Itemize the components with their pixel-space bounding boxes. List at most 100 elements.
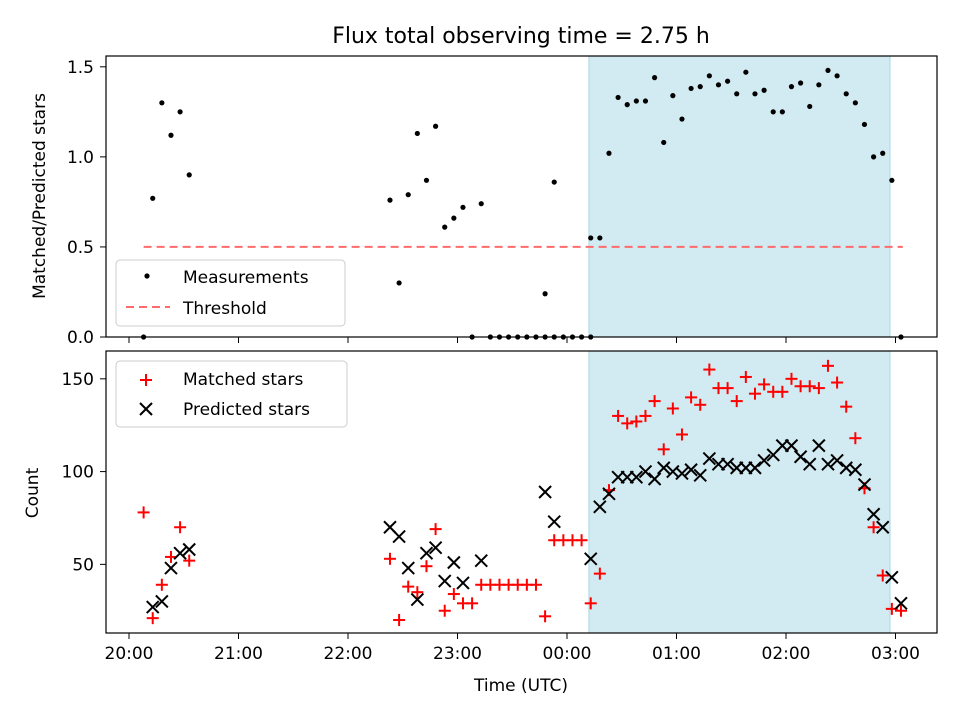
bottom-points-layer: [137, 359, 908, 627]
matched-star-point: [584, 597, 597, 610]
predicted-star-point: [419, 546, 434, 560]
measurement-point: [588, 235, 594, 241]
x-tick-label: 22:00: [324, 644, 373, 664]
measurement-point: [624, 102, 630, 108]
legend-marker-matched: [140, 374, 152, 386]
top-legend-box: [115, 259, 346, 327]
x-tick-label: 03:00: [871, 644, 920, 664]
measurement-point: [615, 94, 621, 101]
matched-star-point: [721, 382, 734, 395]
matched-star-point: [146, 612, 159, 625]
measurement-point: [405, 192, 411, 198]
matched-star-point: [575, 534, 588, 547]
matched-star-point: [776, 385, 789, 398]
measurement-point: [396, 280, 402, 286]
matched-star-point: [739, 370, 752, 383]
observing-span: [588, 350, 891, 634]
predicted-star-point: [629, 470, 644, 484]
predicted-star-point: [474, 553, 488, 568]
matched-star-point: [183, 554, 196, 567]
predicted-star-point: [693, 468, 707, 483]
matched-star-point: [648, 395, 661, 408]
predicted-star-point: [593, 500, 607, 514]
matched-star-point: [174, 521, 187, 534]
measurement-point: [706, 73, 712, 79]
matched-star-point: [675, 428, 688, 441]
matched-star-point: [429, 523, 442, 536]
matched-star-point: [840, 400, 853, 413]
matched-star-point: [876, 569, 889, 582]
predicted-star-point: [456, 576, 470, 590]
measurement-point: [652, 75, 658, 81]
measurement-point: [861, 121, 868, 128]
matched-star-point: [666, 402, 679, 415]
bottom-x-ticks: 20:00 21:00 22:00 23:00 00:00 01:00 02:00 03:00: [105, 633, 920, 664]
measurement-point: [697, 84, 703, 90]
matched-star-point: [821, 359, 834, 372]
measurement-point: [871, 154, 877, 160]
predicted-star-point: [848, 463, 863, 477]
measurement-point: [880, 150, 886, 156]
matched-star-point: [402, 580, 415, 593]
matched-star-point: [593, 567, 606, 580]
x-tick-label: 01:00: [652, 644, 701, 664]
measurement-point: [159, 100, 165, 106]
measurement-point: [798, 80, 804, 86]
legend-label-matched: Matched stars: [183, 370, 303, 390]
top-legend: Measurements Threshold: [115, 259, 346, 327]
predicted-star-point: [410, 592, 425, 607]
y-tick-label: 100: [62, 463, 94, 483]
measurement-point: [825, 67, 831, 74]
matched-star-point: [849, 432, 862, 445]
matched-star-point: [420, 560, 433, 573]
measurement-point: [834, 73, 840, 79]
x-tick-label: 21:00: [214, 644, 263, 664]
predicted-star-point: [803, 457, 817, 471]
measurement-point: [633, 98, 639, 104]
measurement-point: [642, 98, 649, 104]
predicted-star-point: [720, 457, 735, 471]
measurement-point: [670, 93, 676, 99]
matched-star-point: [164, 550, 177, 563]
matched-star-point: [812, 382, 825, 395]
predicted-star-point: [821, 457, 835, 471]
predicted-star-point: [684, 463, 698, 477]
measurement-point: [788, 84, 795, 90]
predicted-star-point: [885, 570, 899, 585]
measurement-point: [679, 116, 685, 122]
matched-star-point: [383, 552, 396, 565]
predicted-star-point: [675, 466, 689, 481]
predicted-star-point: [182, 542, 196, 557]
matched-star-point: [447, 588, 460, 601]
predicted-star-point: [146, 600, 160, 614]
bottom-y-axis-label: Count: [23, 467, 43, 518]
measurement-point: [779, 109, 785, 115]
top-highlight-span-layer: [588, 55, 891, 338]
top-y-axis-label: Matched/Predicted stars: [30, 93, 50, 299]
predicted-star-point: [547, 514, 561, 529]
predicted-star-point: [584, 552, 598, 566]
measurement-point: [770, 109, 776, 115]
predicted-star-point: [602, 487, 616, 501]
y-tick-label: 50: [72, 555, 94, 575]
x-tick-label: 20:00: [105, 644, 154, 664]
x-tick-label: 00:00: [543, 644, 592, 664]
matched-star-point: [529, 578, 542, 591]
y-tick-label: 0.5: [67, 238, 94, 258]
legend-label-threshold: Threshold: [182, 299, 267, 319]
measurement-point: [606, 150, 612, 156]
measurement-point: [743, 69, 749, 75]
matched-star-point: [894, 604, 907, 617]
bottom-axes-frame: [105, 350, 938, 634]
bottom-legend: Matched stars Predicted stars: [115, 360, 348, 428]
matched-star-point: [703, 363, 716, 376]
measurement-point: [889, 177, 895, 183]
matched-star-point: [803, 380, 816, 393]
y-tick-label: 0.0: [67, 328, 94, 348]
predicted-star-point: [812, 438, 826, 453]
top-panel: 0.0 0.5 1.0 1.5 Matched/Predicted stars Mea…: [30, 55, 938, 348]
measurement-point: [460, 204, 466, 210]
matched-star-point: [137, 506, 150, 519]
matched-star-point: [630, 415, 643, 428]
